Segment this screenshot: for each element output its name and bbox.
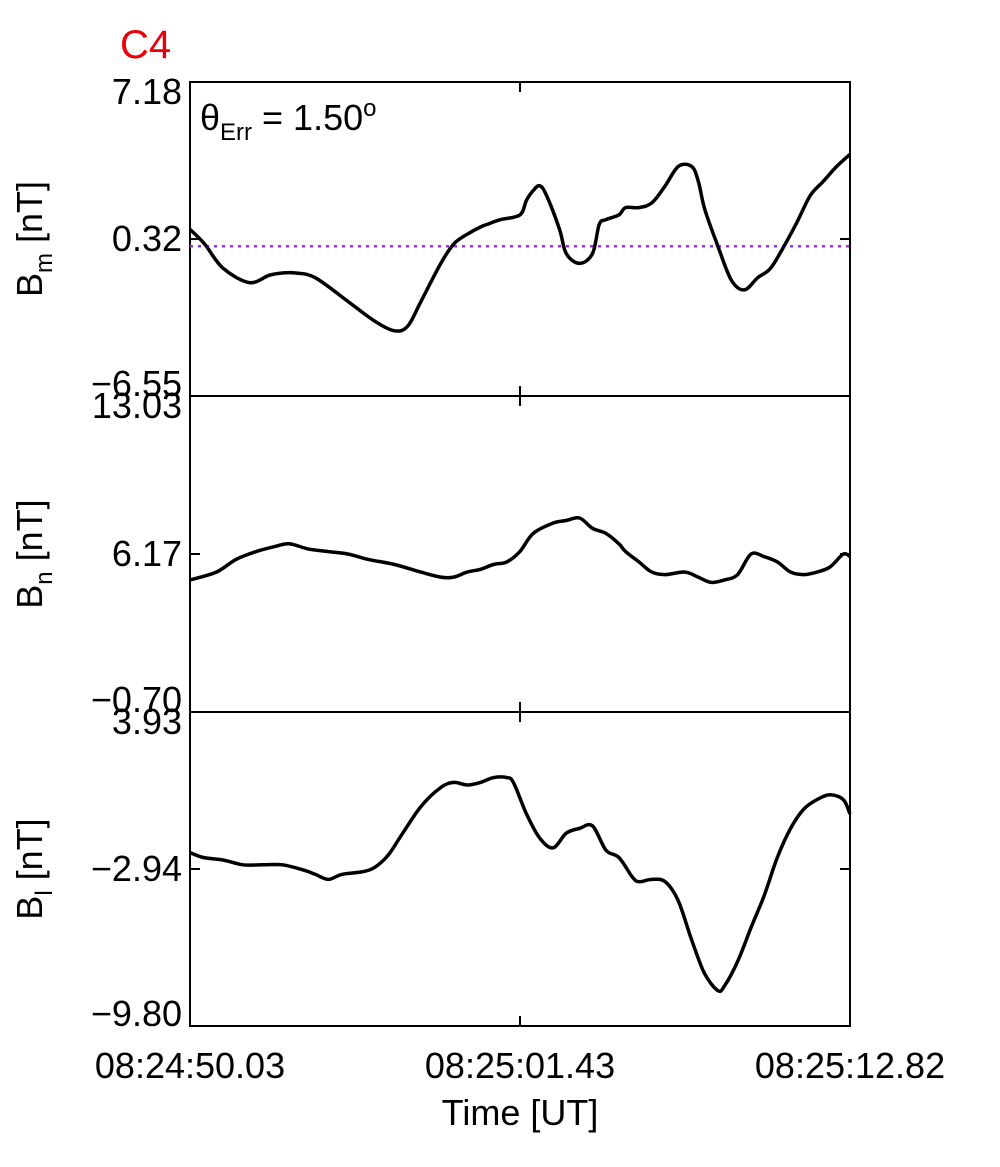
y-tick-label: 7.18: [112, 71, 182, 112]
y-tick-label: −2.94: [91, 848, 182, 889]
error-angle-text: θErr = 1.50o: [200, 95, 376, 146]
x-axis-tick-labels: 08:24:50.03 08:25:01.43 08:25:12.82: [95, 1045, 945, 1086]
x-tick-label: 08:25:12.82: [755, 1045, 945, 1086]
y-tick-label: 13.03: [92, 385, 182, 426]
y-axis-label-bl: Bl [nT]: [9, 818, 58, 919]
series-line-bm: [188, 152, 852, 333]
y-axis-label-bn: Bn [nT]: [9, 499, 58, 608]
y-axis-label-bm: Bm [nT]: [9, 181, 58, 297]
figure-title: C4: [120, 23, 171, 67]
series-line-bn: [189, 515, 851, 585]
y-tick-label: −0.70: [91, 679, 182, 720]
y-tick-label: −9.80: [91, 993, 182, 1034]
series-line-bl: [189, 775, 852, 994]
x-tick-label: 08:24:50.03: [95, 1045, 285, 1086]
y-tick-label: 3.93: [112, 701, 182, 742]
y-tick-label: −6.55: [91, 363, 182, 404]
y-tick-label: 6.17: [112, 533, 182, 574]
x-tick-label: 08:25:01.43: [425, 1045, 615, 1086]
panel-frame-bl: [189, 711, 851, 1027]
panel-bn: 13.03 6.17 −0.70 Bn [nT]: [9, 385, 851, 720]
error-angle-annotation: θErr = 1.50o: [200, 95, 376, 146]
x-axis-label: Time [UT]: [442, 1092, 599, 1133]
panels-group: 7.18 0.32 −6.55 Bm [nT] 13.03 6.17 −0.70 Bn [nT…: [9, 71, 852, 1034]
y-tick-label: 0.32: [112, 218, 182, 259]
panel-bm: 7.18 0.32 −6.55 Bm [nT]: [9, 71, 852, 404]
panel-bl: 3.93 −2.94 −9.80 Bl [nT]: [9, 701, 852, 1034]
